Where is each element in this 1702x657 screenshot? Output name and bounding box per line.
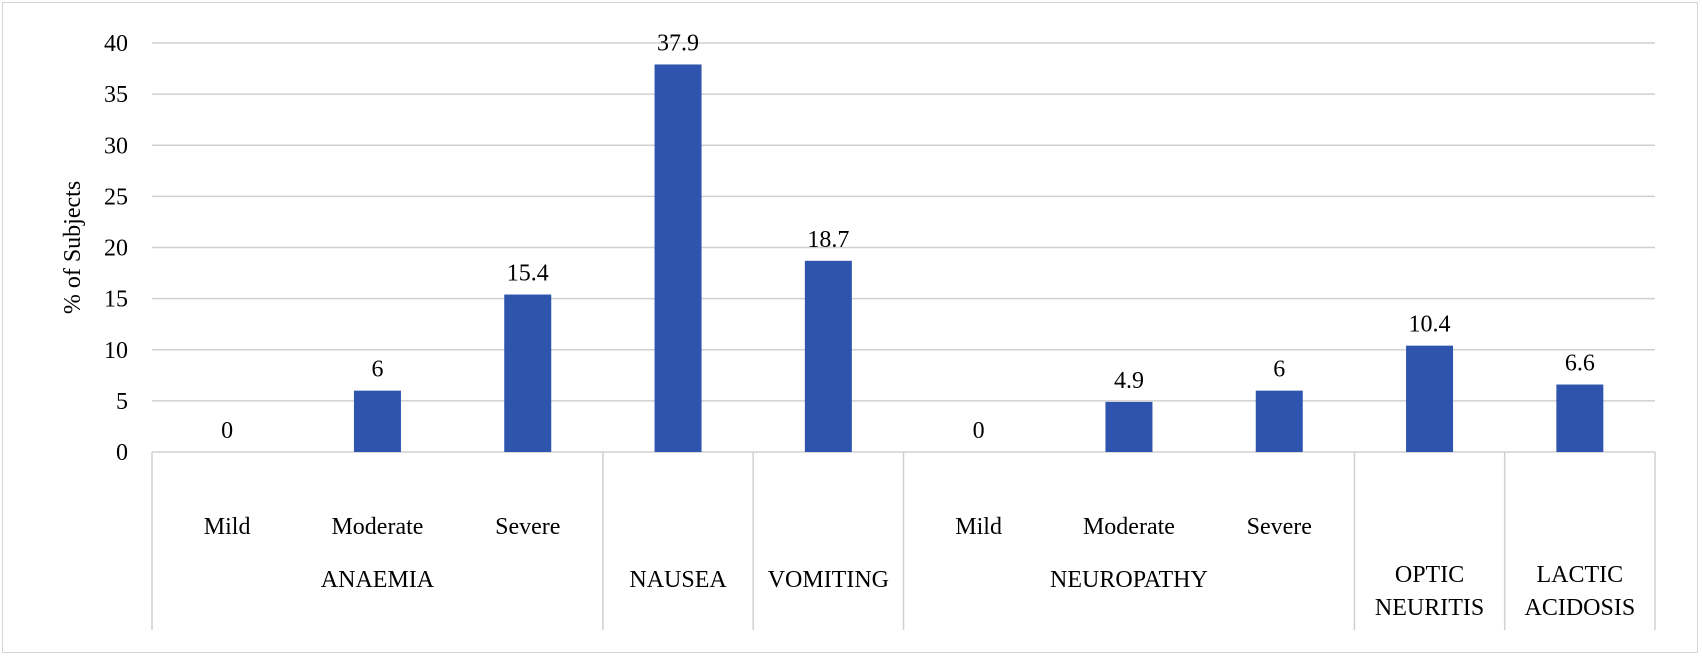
bar [1255, 390, 1303, 452]
x-tick-label: Moderate [331, 514, 423, 540]
data-label: 6 [1273, 357, 1285, 383]
y-tick-label: 35 [104, 82, 128, 108]
y-axis-label: % of Subjects [60, 181, 86, 314]
bar [1556, 384, 1604, 452]
data-label: 6 [371, 357, 383, 383]
bar [504, 294, 552, 452]
bar [804, 260, 852, 452]
y-tick-label: 15 [104, 287, 128, 313]
bars [353, 64, 1604, 452]
y-tick-label: 40 [104, 31, 128, 57]
x-tick-label: Mild [955, 514, 1002, 540]
group-label: NEUROPATHY [1050, 567, 1208, 593]
data-labels: 0 6 15.4 37.9 18.7 0 4.9 6 10.4 6.6 [221, 30, 1595, 444]
group-label: OPTIC [1395, 562, 1464, 588]
data-label: 0 [973, 418, 985, 444]
data-label: 4.9 [1114, 368, 1144, 394]
group-label: NAUSEA [629, 567, 727, 593]
group-label: ACIDOSIS [1525, 595, 1636, 621]
bar [654, 64, 702, 452]
bar [353, 390, 401, 452]
x-tick-label: Severe [1247, 514, 1312, 540]
data-label: 6.6 [1565, 351, 1595, 377]
group-label: VOMITING [768, 567, 889, 593]
y-tick-label: 20 [104, 236, 128, 262]
data-label: 0 [221, 418, 233, 444]
group-label: LACTIC [1537, 562, 1624, 588]
group-label: NEURITIS [1375, 595, 1484, 621]
x-tick-label: Mild [204, 514, 251, 540]
group-label: ANAEMIA [321, 567, 435, 593]
data-label: 18.7 [807, 227, 849, 253]
y-tick-label: 0 [116, 440, 128, 466]
y-tick-label: 5 [116, 389, 128, 415]
y-tick-label: 25 [104, 184, 128, 210]
data-label: 37.9 [657, 30, 699, 56]
data-label: 15.4 [507, 261, 549, 287]
x-tick-label: Severe [495, 514, 560, 540]
gridlines [152, 42, 1655, 402]
y-tick-label: 30 [104, 133, 128, 159]
bar [1406, 345, 1454, 452]
x-tick-label: Moderate [1083, 514, 1175, 540]
data-label: 10.4 [1409, 312, 1451, 338]
axes: 0 5 10 15 20 25 30 35 40 Mild Moderate Severe Mild Mo… [104, 31, 1656, 630]
bar [1105, 401, 1153, 452]
y-tick-label: 10 [104, 338, 128, 364]
